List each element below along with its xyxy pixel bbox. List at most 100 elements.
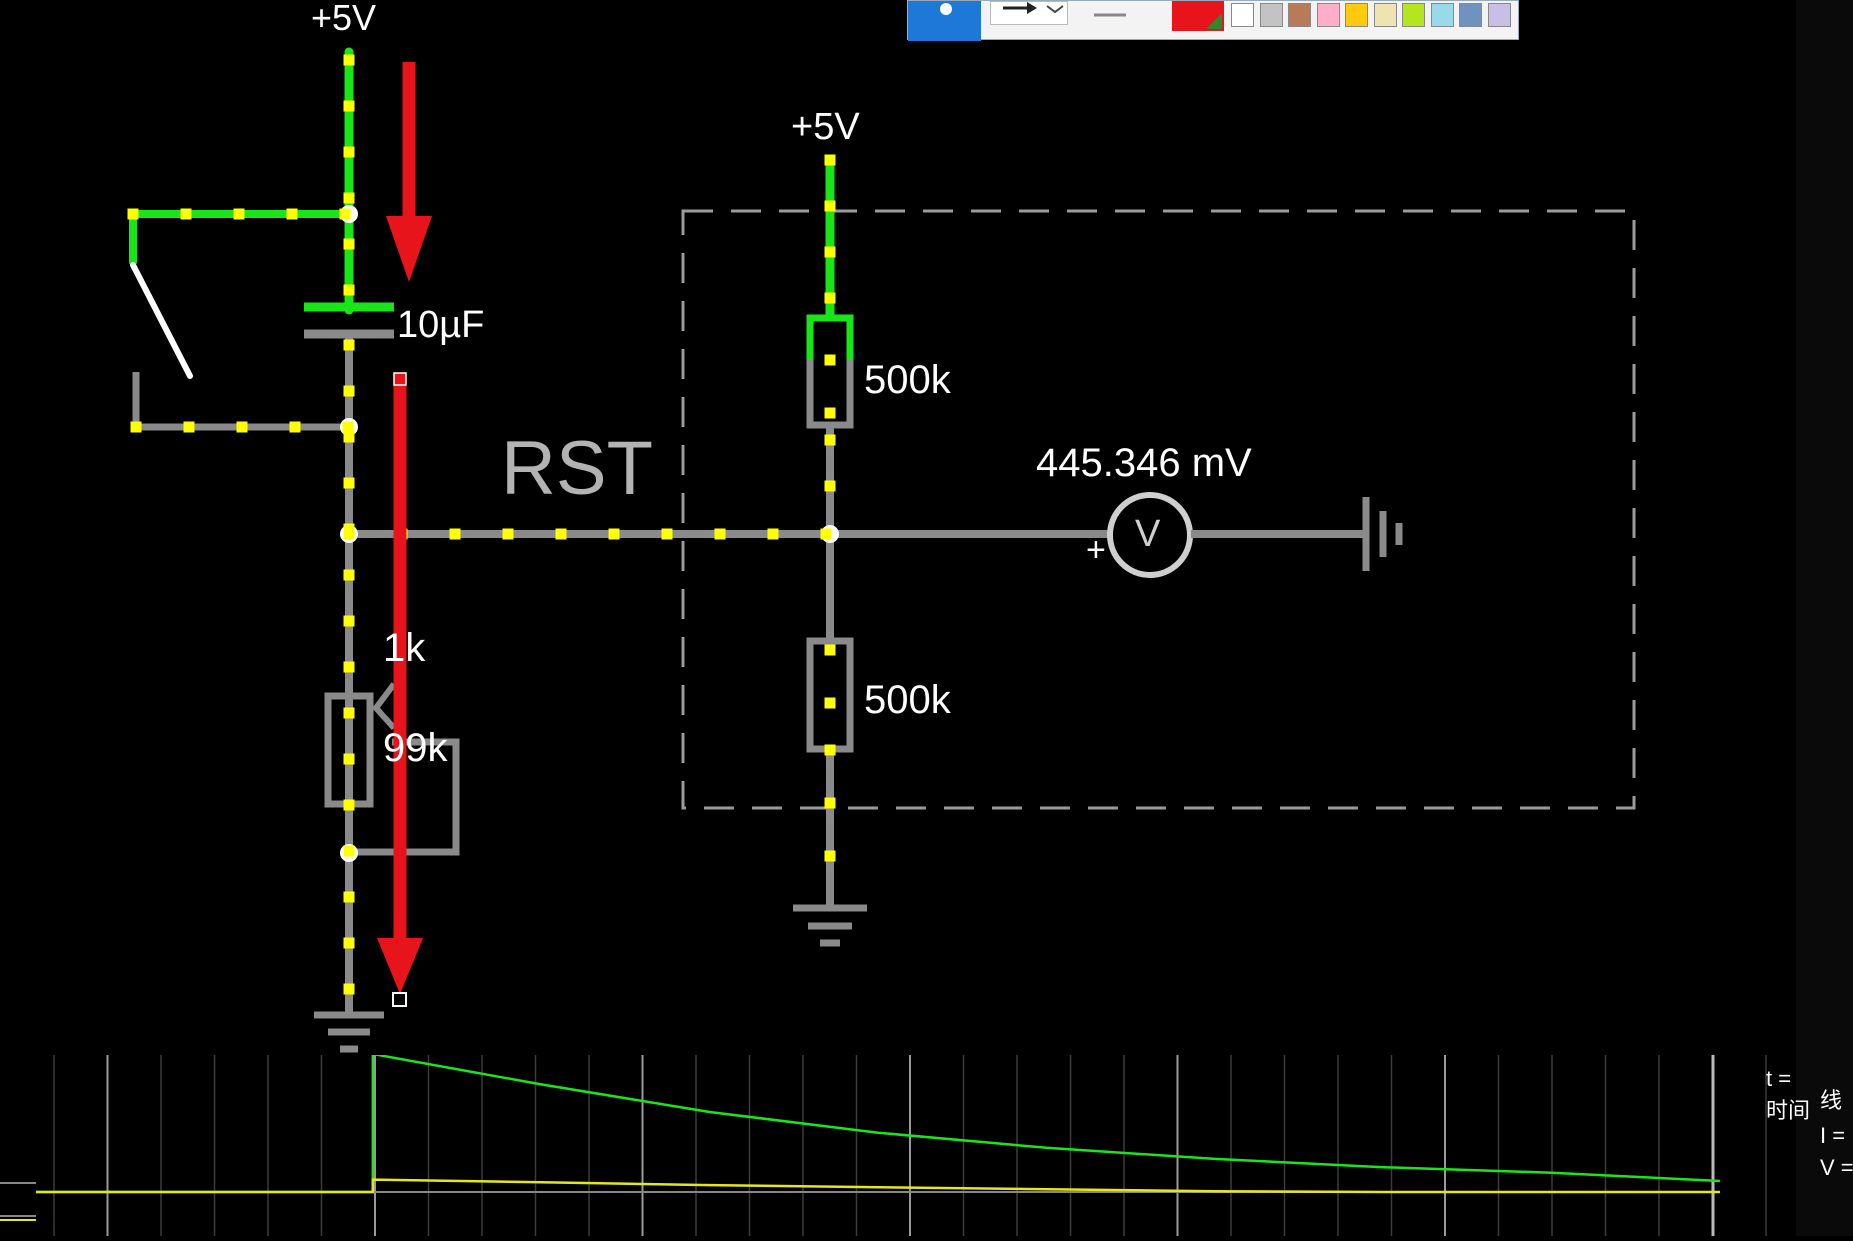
current-dot [555,528,567,540]
voltmeter-plus-sign: + [1086,531,1106,569]
current-dot [286,208,298,220]
color-swatch[interactable] [1345,3,1368,27]
current-dot [343,799,355,811]
subcircuit-dashed-box[interactable] [681,209,1636,810]
current-dot [824,200,836,212]
oscilloscope-panel[interactable] [36,1055,1796,1236]
current-dot [824,850,836,862]
current-dot [343,192,355,204]
current-dot [130,421,142,433]
current-dot [820,528,832,540]
color-swatch[interactable] [1316,3,1340,27]
current-dot [289,421,301,433]
annotation-arrow-down-long[interactable] [377,372,423,1007]
capacitor-label: 10µF [397,304,485,346]
line-tool-button[interactable] [1078,1,1138,25]
selection-dot-icon [940,3,952,15]
current-dot [343,661,355,673]
current-dot [714,528,726,540]
time-label: 时间 [1766,1098,1811,1123]
current-dot [343,528,355,540]
current-flow-dots [127,54,836,995]
current-dot [343,937,355,949]
current-dot [449,528,461,540]
color-swatch[interactable] [1459,3,1482,27]
voltage-trace [36,1055,1721,1194]
resistor-top-label: 500k [864,358,951,402]
current-dot [824,354,836,366]
current-dot [824,407,836,419]
resistor-bottom-label: 500k [864,678,951,722]
current-dot [824,644,836,656]
voltage-label: V = [1820,1155,1853,1180]
color-swatch[interactable] [1402,3,1425,27]
right-ground-icon [793,904,867,947]
left-ground-icon [314,1011,384,1053]
color-swatch[interactable] [1487,3,1511,27]
current-dot [343,146,355,158]
voltmeter-reading: 445.346 mV [1036,441,1252,485]
current-dot [502,528,514,540]
current-dot [824,154,836,166]
current-dot [824,246,836,258]
current-dot [824,434,836,446]
node-label-rst: RST [501,426,653,511]
color-swatch[interactable] [1288,3,1311,27]
left-scope-stub [0,1182,36,1221]
left-supply-wire[interactable] [129,47,354,315]
scope-grid [36,1055,1767,1236]
current-dot [343,100,355,112]
current-dot [233,208,245,220]
arrow-tool-button[interactable] [990,1,1068,25]
current-dot [236,421,248,433]
current-dot [343,385,355,397]
current-dot [343,339,355,351]
voltmeter-ground-icon [1362,497,1403,571]
current-dot [339,208,351,220]
voltmeter-icon[interactable] [1107,492,1193,578]
current-dot [343,54,355,66]
color-picker-icon [1206,13,1222,29]
switch-return-wire[interactable] [132,372,349,431]
wire-label: 线 [1820,1088,1843,1113]
color-swatch[interactable] [1259,3,1283,27]
scope-traces [36,1055,1721,1194]
color-swatch[interactable] [1430,3,1454,27]
capacitor-10uf[interactable] [304,302,394,339]
color-swatch[interactable] [1231,3,1254,27]
current-dot [180,208,192,220]
current-dot [127,208,139,220]
current-dot [824,292,836,304]
current-dot [183,421,195,433]
current-dot [342,421,354,433]
arrow-icon [1003,2,1064,14]
current-dot [343,753,355,765]
current-dot [343,431,355,443]
current-dot [343,569,355,581]
switch-blade[interactable] [130,262,193,379]
resistor-500k-bottom[interactable] [806,637,854,753]
annotation-arrow-down-top[interactable] [386,62,432,282]
current-dot [343,238,355,250]
pot-top-label: 1k [383,626,426,670]
active-color-button[interactable] [1172,1,1224,31]
current-dot [767,528,779,540]
supply-label-left: +5V [311,0,377,38]
current-dot [343,983,355,995]
current-dot [343,707,355,719]
current-dot [343,845,355,857]
color-swatch[interactable] [1373,3,1397,27]
current-dot [343,284,355,296]
current-dot [824,480,836,492]
info-side-panel: t = 时间 线 I = V = [1766,0,1853,1236]
current-dot [824,797,836,809]
drawing-toolbar [907,0,1519,41]
current-dot [343,477,355,489]
current-dot [824,744,836,756]
current-dot [661,528,673,540]
current-label: I = [1820,1123,1846,1148]
select-tool-button[interactable] [908,1,981,41]
current-dot [343,615,355,627]
